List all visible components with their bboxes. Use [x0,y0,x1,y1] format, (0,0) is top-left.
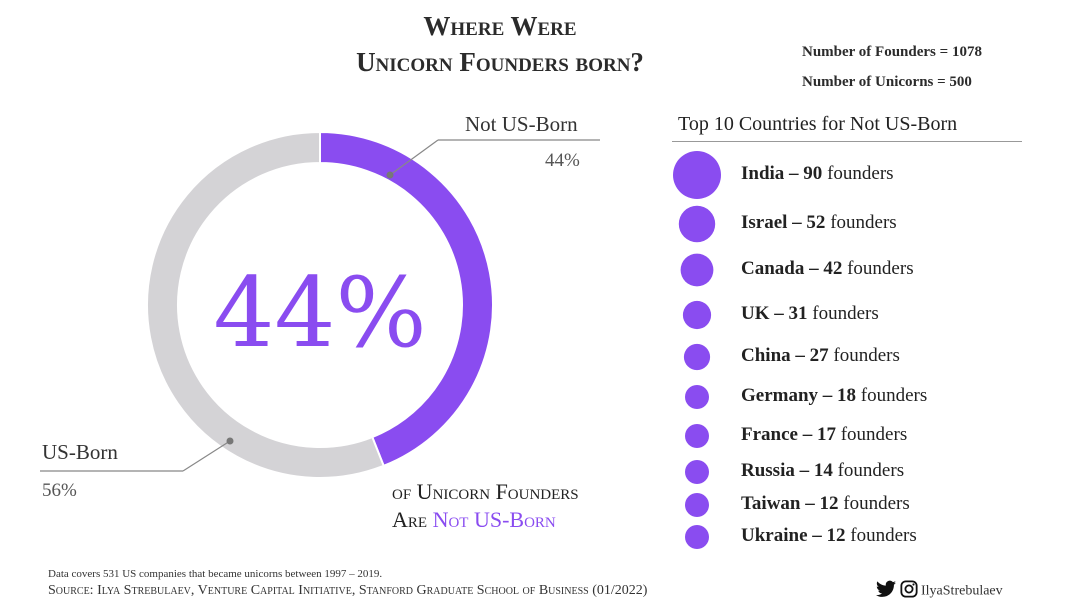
country-name-value: India – 90 [741,163,823,184]
caption-line-2: Are Not US-Born [392,506,579,534]
country-name-value: Israel – 52 [741,212,826,233]
bubble-canada [680,253,714,287]
donut-slice-us-born [146,130,385,479]
bubble-ukraine [685,525,709,549]
country-row-russia: Russia – 14 founders [741,460,904,482]
country-row-ukraine: Ukraine – 12 founders [741,525,917,547]
handle-text: IlyaStrebulaev [921,583,1003,599]
title-line-1: Where Were [423,11,577,41]
country-row-israel: Israel – 52 founders [741,212,897,234]
bubble-israel [678,205,716,243]
country-row-germany: Germany – 18 founders [741,385,927,407]
caption-highlight: Not US-Born [432,507,556,532]
country-name-value: Canada – 42 [741,258,843,279]
country-unit: founders [825,212,897,233]
us-leader-line [182,440,231,472]
country-unit: founders [838,493,910,514]
country-unit: founders [835,424,908,445]
country-unit: founders [845,525,917,546]
country-name-value: Russia – 14 [741,460,833,481]
country-name-value: UK – 31 [741,303,808,324]
country-unit: founders [807,303,879,324]
caption-prefix: Are [392,507,433,532]
country-name-value: Ukraine – 12 [741,525,846,546]
not-us-leader-line [389,139,439,176]
country-unit: founders [832,460,905,481]
country-name-value: Taiwan – 12 [741,493,839,514]
country-unit: founders [842,258,914,279]
source-credit: Source: Ilya Strebulaev, Venture Capital… [48,583,648,598]
bubble-china [683,343,711,371]
instagram-icon[interactable] [899,580,918,603]
country-unit: founders [828,345,900,366]
country-row-canada: Canada – 42 founders [741,258,914,280]
country-name-value: France – 17 [741,424,836,445]
caption-line-1: of Unicorn Founders [392,479,579,504]
country-name-value: China – 27 [741,345,829,366]
country-row-france: France – 17 founders [741,424,907,446]
title-line-2: Unicorn Founders born? [356,47,644,77]
bubble-india [673,151,721,199]
country-row-uk: UK – 31 founders [741,303,879,325]
country-unit: founders [822,163,894,184]
country-row-taiwan: Taiwan – 12 founders [741,493,910,515]
top-countries-divider [672,141,1022,142]
country-unit: founders [856,385,928,406]
country-name-value: Germany – 18 [741,385,857,406]
not-us-leader-dot [386,171,394,179]
bubble-france [685,424,709,448]
bubble-germany [685,385,709,409]
unicorns-count: Number of Unicorns = 500 [802,74,972,90]
caption: of Unicorn Founders Are Not US-Born [392,478,579,534]
twitter-icon[interactable] [876,580,896,603]
chart-title: Where Were Unicorn Founders born? [300,8,700,80]
donut-slices [146,130,494,479]
not-us-label: Not US-Born [465,112,578,136]
top-countries-header: Top 10 Countries for Not US-Born [678,113,958,135]
bubble-uk [682,300,712,330]
us-percent: 56% [42,480,77,501]
country-row-india: India – 90 founders [741,163,894,185]
bubble-russia [685,460,709,484]
us-label: US-Born [42,440,118,464]
big-percentage: 44% [213,257,427,369]
founders-count: Number of Founders = 1078 [802,44,982,60]
us-leader-dot [226,437,234,445]
donut-chart [40,130,600,479]
bubble-taiwan [685,493,709,517]
country-row-china: China – 27 founders [741,345,900,367]
data-note: Data covers 531 US companies that became… [48,568,383,580]
not-us-percent: 44% [545,150,580,171]
social-handle: IlyaStrebulaev [876,580,1003,603]
